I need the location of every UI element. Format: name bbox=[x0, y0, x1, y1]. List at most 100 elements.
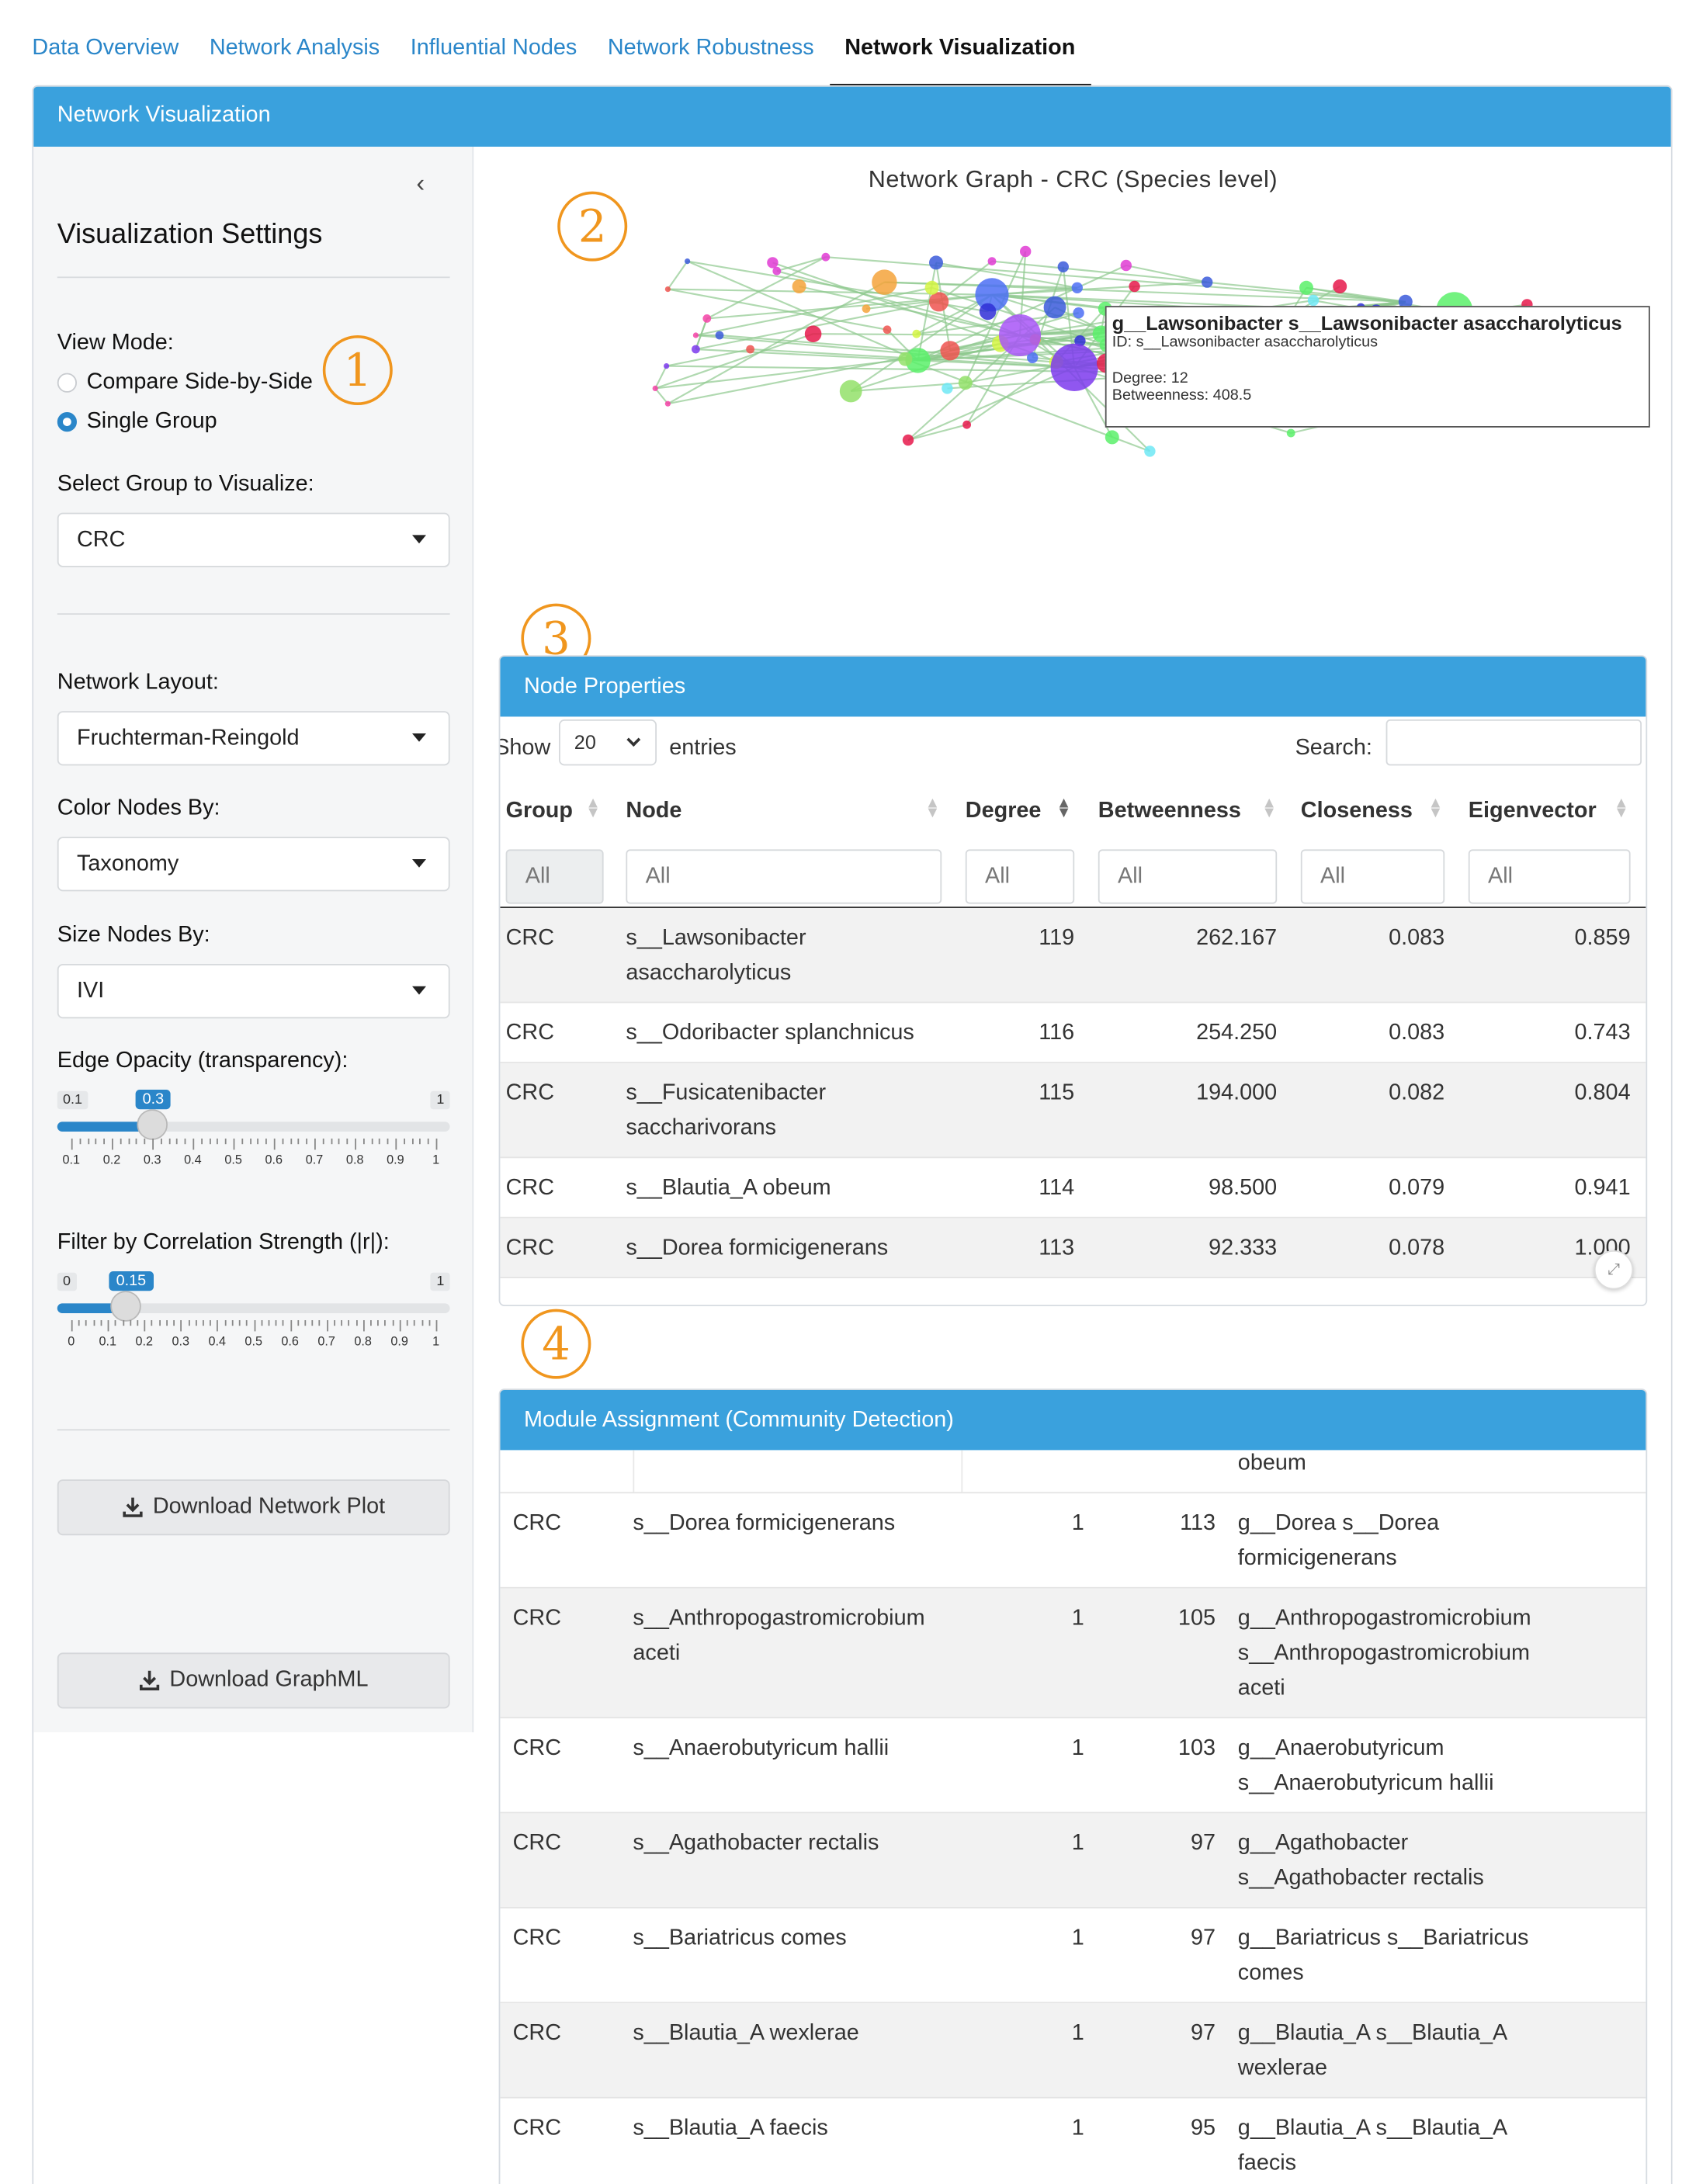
graph-node[interactable] bbox=[975, 278, 1009, 312]
graph-node[interactable] bbox=[987, 257, 997, 265]
graph-node[interactable] bbox=[912, 329, 921, 338]
group-select[interactable]: CRC bbox=[57, 512, 450, 567]
graph-node[interactable] bbox=[664, 400, 671, 407]
corr-filter-slider[interactable]: 0 1 0.15 0 0.1 0.2 0.3 0.4 0.5 0.6 0.7 0.8 0.9 1 bbox=[57, 1271, 450, 1357]
graph-node[interactable] bbox=[940, 341, 960, 361]
table-row[interactable]: CRC 114 98.500 0.079 0.941 s__Blautia_A obeum bbox=[500, 1158, 1646, 1219]
tab-network-robustness[interactable]: Network Robustness bbox=[607, 36, 814, 61]
graph-node[interactable] bbox=[1398, 294, 1413, 309]
graph-node[interactable] bbox=[1307, 294, 1320, 307]
graph-node[interactable] bbox=[839, 380, 862, 403]
color-select[interactable]: Taxonomy bbox=[57, 837, 450, 892]
table-row[interactable]: CRC 119 262.167 0.083 0.859 s__Lawsonibacter a… bbox=[500, 908, 1646, 1004]
table-row[interactable]: CRC 116 254.250 0.083 0.743 s__Odoribacter sp… bbox=[500, 1003, 1646, 1063]
table-row[interactable]: CRC 1 105 s__Anthropogastromicrobium aceti g_… bbox=[500, 1588, 1646, 1718]
column-header-eigenvector[interactable]: Eigenvector bbox=[1468, 799, 1597, 823]
graph-node[interactable] bbox=[1120, 259, 1132, 272]
table-row[interactable]: CRC 1 95 s__Blautia_A faecis g__Blautia_A s_… bbox=[500, 2099, 1646, 2184]
edge-opacity-slider[interactable]: 0.1 1 0.3 0.1 0.2 0.3 0.4 0.5 0.6 0.7 0.8 0.9 1 bbox=[57, 1090, 450, 1175]
graph-node[interactable] bbox=[942, 383, 953, 394]
size-select[interactable]: IVI bbox=[57, 964, 450, 1019]
graph-node[interactable] bbox=[905, 348, 931, 373]
sort-icon[interactable]: ▲ ▼ bbox=[924, 795, 941, 822]
graph-node[interactable] bbox=[804, 325, 822, 342]
graph-node[interactable] bbox=[1202, 276, 1213, 288]
graph-node[interactable] bbox=[821, 252, 831, 262]
graph-node[interactable] bbox=[692, 332, 699, 338]
graph-node[interactable] bbox=[1020, 245, 1032, 258]
graph-node[interactable] bbox=[1074, 335, 1086, 347]
graph-node[interactable] bbox=[898, 352, 913, 366]
download-network-plot-button[interactable]: Download Network Plot bbox=[57, 1479, 450, 1536]
filter-betweenness[interactable]: All bbox=[1098, 849, 1278, 904]
slider-track[interactable] bbox=[57, 1303, 450, 1313]
sort-icon[interactable]: ▲ ▼ bbox=[1427, 795, 1444, 822]
graph-node[interactable] bbox=[1299, 280, 1313, 295]
graph-node[interactable] bbox=[1057, 261, 1069, 272]
filter-node[interactable]: All bbox=[626, 849, 942, 904]
sort-icon[interactable]: ▲ ▼ bbox=[585, 795, 601, 822]
graph-node[interactable] bbox=[652, 385, 658, 391]
tab-network-visualization[interactable]: Network Visualization bbox=[829, 25, 1091, 87]
sort-desc-icon[interactable]: ▲ ▼ bbox=[1056, 795, 1072, 822]
table-row[interactable]: CRC 1 97 s__Agathobacter rectalis g__Agathob… bbox=[500, 1813, 1646, 1908]
table-row[interactable]: CRC 1 113 s__Dorea formicigenerans g__Dorea … bbox=[500, 1493, 1646, 1589]
table-row[interactable]: CRC 115 194.000 0.082 0.804 s__Fusicatenibact… bbox=[500, 1063, 1646, 1159]
graph-node[interactable] bbox=[1027, 352, 1039, 363]
graph-node[interactable] bbox=[664, 363, 670, 369]
graph-node[interactable] bbox=[924, 280, 939, 295]
graph-node[interactable] bbox=[929, 255, 943, 270]
tab-data-overview[interactable]: Data Overview bbox=[32, 36, 179, 61]
graph-node[interactable] bbox=[1073, 307, 1084, 319]
graph-node[interactable] bbox=[767, 257, 779, 269]
layout-select[interactable]: Fruchterman-Reingold bbox=[57, 711, 450, 766]
filter-group[interactable]: All bbox=[505, 849, 604, 904]
radio-compare-side-by-side[interactable]: Compare Side-by-Side bbox=[57, 370, 313, 395]
graph-node[interactable] bbox=[962, 420, 971, 429]
column-header-group[interactable]: Group bbox=[505, 799, 573, 823]
search-input[interactable] bbox=[1385, 719, 1642, 766]
column-header-betweenness[interactable]: Betweenness bbox=[1098, 799, 1241, 823]
graph-node[interactable] bbox=[1050, 343, 1098, 391]
filter-degree[interactable]: All bbox=[965, 849, 1075, 904]
graph-node[interactable] bbox=[772, 266, 782, 276]
graph-node[interactable] bbox=[715, 331, 724, 340]
graph-node[interactable] bbox=[872, 269, 897, 295]
graph-node[interactable] bbox=[1043, 296, 1066, 319]
table-row[interactable]: CRC 113 92.333 0.078 1.000 s__Dorea formicige… bbox=[500, 1218, 1646, 1278]
tab-influential-nodes[interactable]: Influential Nodes bbox=[410, 36, 577, 61]
sort-icon[interactable]: ▲ ▼ bbox=[1261, 795, 1278, 822]
expand-icon[interactable]: ⤢ bbox=[1594, 1250, 1634, 1290]
table-row[interactable]: CRC 1 103 s__Anaerobutyricum hallii g__Anaer… bbox=[500, 1718, 1646, 1814]
graph-node[interactable] bbox=[792, 279, 806, 293]
table-row[interactable]: CRC 1 97 s__Bariatricus comes g__Bariatricus… bbox=[500, 1908, 1646, 2004]
slider-handle[interactable] bbox=[110, 1291, 142, 1322]
graph-node[interactable] bbox=[883, 325, 892, 335]
column-header-closeness[interactable]: Closeness bbox=[1300, 799, 1413, 823]
graph-node[interactable] bbox=[692, 345, 700, 354]
sort-icon[interactable]: ▲ ▼ bbox=[1614, 795, 1629, 822]
radio-button[interactable] bbox=[57, 373, 77, 393]
graph-node[interactable] bbox=[862, 304, 871, 314]
graph-node[interactable] bbox=[999, 314, 1041, 356]
entries-length-select[interactable]: 20 bbox=[559, 719, 657, 766]
graph-node[interactable] bbox=[746, 345, 754, 354]
graph-node[interactable] bbox=[958, 376, 973, 390]
graph-node[interactable] bbox=[702, 314, 712, 323]
graph-node[interactable] bbox=[1144, 445, 1156, 457]
graph-node[interactable] bbox=[1105, 430, 1119, 445]
graph-node[interactable] bbox=[1286, 428, 1295, 438]
filter-closeness[interactable]: All bbox=[1300, 849, 1445, 904]
graph-node[interactable] bbox=[1129, 280, 1140, 293]
graph-node[interactable] bbox=[979, 303, 997, 321]
graph-node[interactable] bbox=[902, 434, 914, 446]
chevron-left-icon[interactable]: ‹ bbox=[416, 168, 425, 197]
graph-node[interactable] bbox=[664, 286, 671, 293]
column-header-degree[interactable]: Degree bbox=[965, 799, 1042, 823]
graph-node[interactable] bbox=[1333, 279, 1347, 293]
download-graphml-button[interactable]: Download GraphML bbox=[57, 1652, 450, 1709]
table-row[interactable]: CRC 1 97 s__Blautia_A wexlerae g__Blautia_A … bbox=[500, 2003, 1646, 2099]
tab-network-analysis[interactable]: Network Analysis bbox=[209, 36, 380, 61]
radio-button-checked[interactable] bbox=[57, 412, 77, 432]
graph-node[interactable] bbox=[685, 258, 691, 265]
